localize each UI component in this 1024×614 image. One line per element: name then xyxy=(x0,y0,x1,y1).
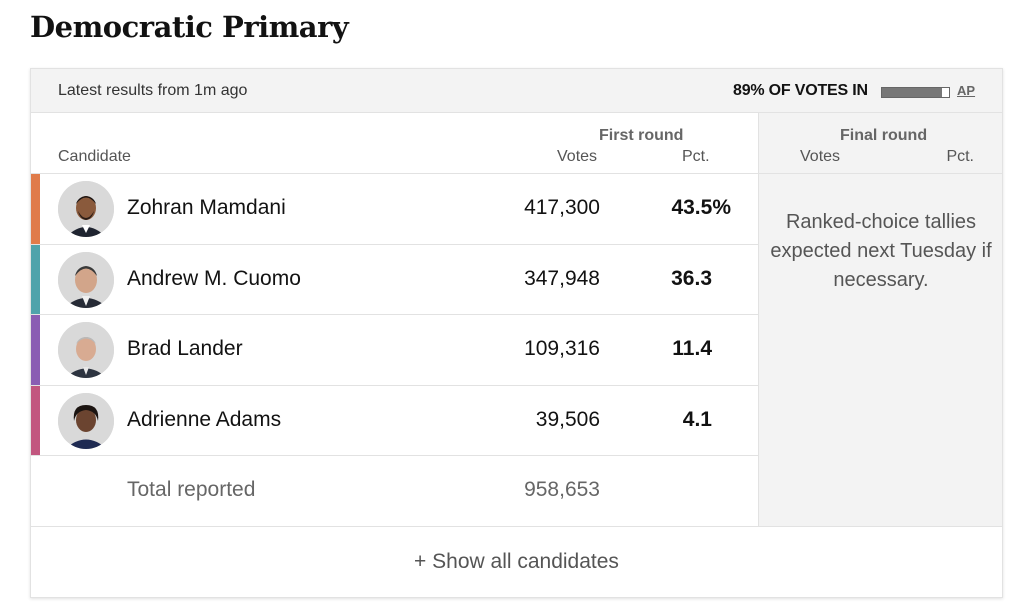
candidate-color-bar xyxy=(31,315,40,385)
candidate-avatar xyxy=(58,181,114,237)
candidate-pct: 4.1 xyxy=(682,408,712,431)
first-pct-header: Pct. xyxy=(682,148,710,165)
candidate-header: Candidate xyxy=(58,148,131,165)
votes-in-progress-bar xyxy=(881,87,950,98)
ranked-choice-note: Ranked-choice tallies expected next Tues… xyxy=(770,211,992,291)
candidate-color-bar xyxy=(31,174,40,244)
total-votes: 958,653 xyxy=(524,478,600,501)
candidate-votes: 39,506 xyxy=(535,408,600,431)
candidate-pct: 11.4 xyxy=(672,337,712,360)
results-table: Latest results from 1m ago 89% OF VOTES … xyxy=(30,68,1003,598)
candidate-name: Zohran Mamdani xyxy=(127,196,286,219)
last-updated-text: Latest results from 1m ago xyxy=(58,82,248,99)
candidate-row: Andrew M. Cuomo 347,948 36.3 xyxy=(31,244,758,315)
candidate-row: Adrienne Adams 39,506 4.1 xyxy=(31,385,758,456)
status-bar: Latest results from 1m ago 89% OF VOTES … xyxy=(31,69,1002,113)
candidate-name: Andrew M. Cuomo xyxy=(127,267,301,290)
candidate-avatar xyxy=(58,252,114,308)
candidate-color-bar xyxy=(31,386,40,456)
ap-source-link[interactable]: AP xyxy=(957,83,976,98)
final-votes-header: Votes xyxy=(800,148,841,165)
final-pct-header: Pct. xyxy=(946,148,974,165)
candidate-votes: 109,316 xyxy=(524,337,600,360)
total-label: Total reported xyxy=(127,478,256,501)
final-round-header: Final round xyxy=(840,127,928,144)
candidate-name: Brad Lander xyxy=(127,337,243,360)
candidate-row: Zohran Mamdani 417,300 43.5% xyxy=(31,173,758,244)
page-title: Democratic Primary xyxy=(30,10,349,44)
votes-in-text: 89% OF VOTES IN xyxy=(733,82,868,99)
show-all-candidates-button[interactable]: + Show all candidates xyxy=(31,526,1002,597)
total-row: Total reported 958,653 xyxy=(31,455,758,526)
candidate-pct: 43.5% xyxy=(671,196,731,219)
candidate-color-bar xyxy=(31,245,40,315)
final-round-panel: Final round Votes Pct. Ranked-choice tal… xyxy=(758,113,1002,526)
candidate-votes: 417,300 xyxy=(524,196,600,219)
divider xyxy=(759,173,1002,174)
candidate-avatar xyxy=(58,322,114,378)
candidate-row: Brad Lander 109,316 11.4 xyxy=(31,314,758,385)
candidate-votes: 347,948 xyxy=(524,267,600,290)
first-votes-header: Votes xyxy=(557,148,598,165)
progress-fill xyxy=(882,88,942,97)
candidate-name: Adrienne Adams xyxy=(127,408,282,431)
candidate-pct: 36.3 xyxy=(671,267,712,290)
first-round-header: First round xyxy=(599,127,684,144)
candidate-avatar xyxy=(58,393,114,449)
